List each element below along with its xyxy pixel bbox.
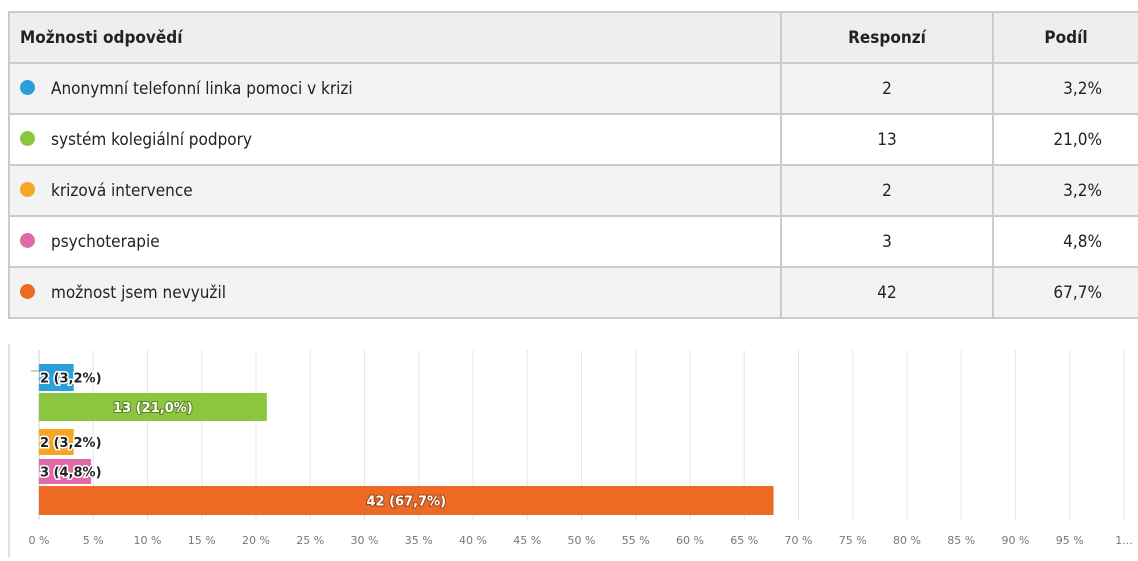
- data-label: 2 (3,2%): [40, 372, 102, 387]
- color-dot-icon: [20, 80, 35, 95]
- row-count: 2: [780, 164, 994, 217]
- bar: [39, 486, 774, 515]
- table-row: systém kolegiální podpory 13 21,0%: [8, 113, 1138, 166]
- table-row: psychoterapie 3 4,8%: [8, 215, 1138, 268]
- x-tick-label: 90 %: [1002, 534, 1030, 547]
- header-responses: Responzí: [780, 11, 994, 64]
- bar: [39, 393, 267, 421]
- data-label: 13 (21,0%): [113, 401, 193, 416]
- x-tick-label: 0 %: [29, 534, 50, 547]
- row-share: 4,8%: [992, 215, 1138, 268]
- color-dot-icon: [20, 233, 35, 248]
- data-label: 42 (67,7%): [366, 495, 446, 510]
- bar-chart: 0 % 5 % 10 % 15 % 20 % 25 % 30 % 35 % 40 % 45 % 50…: [29, 350, 1133, 547]
- x-tick-label: 10 %: [134, 534, 162, 547]
- x-tick-label: 55 %: [622, 534, 650, 547]
- row-share: 21,0%: [992, 113, 1138, 166]
- color-dot-icon: [20, 284, 35, 299]
- x-tick-label: 70 %: [785, 534, 813, 547]
- color-dot-icon: [20, 182, 35, 197]
- row-label: systém kolegiální podpory: [51, 129, 252, 150]
- data-label: 3 (4,8%): [40, 466, 102, 481]
- data-label: 2 (3,2%): [40, 436, 102, 451]
- x-tick-label: 35 %: [405, 534, 433, 547]
- row-count: 2: [780, 62, 994, 115]
- row-count: 42: [780, 266, 994, 319]
- x-tick-label: 45 %: [513, 534, 541, 547]
- x-tick-label: 1...: [1115, 534, 1133, 547]
- x-tick-label: 30 %: [351, 534, 379, 547]
- row-share: 67,7%: [992, 266, 1138, 319]
- row-count: 13: [780, 113, 994, 166]
- responses-table-container: Možnosti odpovědí Responzí Podíl Anonymn…: [8, 11, 1138, 319]
- row-count: 3: [780, 215, 994, 268]
- header-share: Podíl: [992, 11, 1138, 64]
- bar: [39, 364, 74, 391]
- row-label-cell: psychoterapie: [8, 215, 782, 268]
- row-share: 3,2%: [992, 62, 1138, 115]
- color-dot-icon: [20, 131, 35, 146]
- bar-chart-panel: 0 % 5 % 10 % 15 % 20 % 25 % 30 % 35 % 40 % 45 % 50…: [8, 344, 1138, 557]
- row-label-cell: krizová intervence: [8, 164, 782, 217]
- header-answer-options: Možnosti odpovědí: [8, 11, 782, 64]
- bar: [39, 429, 74, 455]
- x-tick-label: 40 %: [459, 534, 487, 547]
- table-row: možnost jsem nevyužil 42 67,7%: [8, 266, 1138, 319]
- responses-table: Možnosti odpovědí Responzí Podíl Anonymn…: [8, 11, 1138, 319]
- table-row: Anonymní telefonní linka pomoci v krizi …: [8, 62, 1138, 115]
- x-tick-label: 25 %: [296, 534, 324, 547]
- row-label: krizová intervence: [51, 180, 193, 201]
- x-tick-label: 75 %: [839, 534, 867, 547]
- row-label-cell: systém kolegiální podpory: [8, 113, 782, 166]
- bar: [39, 459, 92, 484]
- table-header-row: Možnosti odpovědí Responzí Podíl: [8, 11, 1138, 64]
- x-tick-label: 15 %: [188, 534, 216, 547]
- row-label: psychoterapie: [51, 231, 160, 252]
- x-tick-label: 80 %: [893, 534, 921, 547]
- x-tick-label: 60 %: [676, 534, 704, 547]
- x-tick-label: 95 %: [1056, 534, 1084, 547]
- row-label-cell: Anonymní telefonní linka pomoci v krizi: [8, 62, 782, 115]
- chart-left-border: [8, 344, 10, 557]
- x-tick-label: 85 %: [947, 534, 975, 547]
- x-tick-label: 5 %: [83, 534, 104, 547]
- row-label-cell: možnost jsem nevyužil: [8, 266, 782, 319]
- x-tick-label: 20 %: [242, 534, 270, 547]
- row-label: Anonymní telefonní linka pomoci v krizi: [51, 78, 353, 99]
- row-label: možnost jsem nevyužil: [51, 282, 226, 303]
- x-tick-label: 50 %: [568, 534, 596, 547]
- x-tick-label: 65 %: [730, 534, 758, 547]
- table-row: krizová intervence 2 3,2%: [8, 164, 1138, 217]
- row-share: 3,2%: [992, 164, 1138, 217]
